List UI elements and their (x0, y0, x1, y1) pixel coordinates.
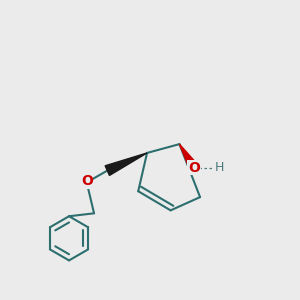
Text: O: O (188, 161, 200, 175)
Polygon shape (105, 153, 147, 176)
Text: O: O (81, 174, 93, 188)
Polygon shape (179, 144, 198, 170)
Text: H: H (215, 161, 224, 174)
